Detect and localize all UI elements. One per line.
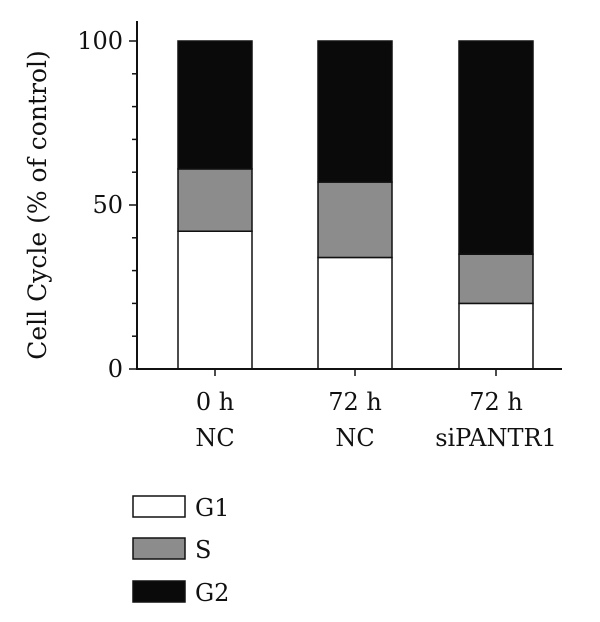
legend-swatch-g2	[132, 580, 186, 603]
bar-segment-g1-1	[177, 230, 253, 370]
x-tick-label: NC	[335, 424, 374, 452]
x-tick-label: 0 h	[196, 388, 234, 416]
legend-swatch-s	[132, 537, 186, 560]
plot-area: 0 50 100 0 h NC 72 h NC 72 h siPANTR1	[77, 21, 562, 452]
bar-segment-g1-2	[317, 256, 393, 370]
bar-segment-g2-1	[177, 40, 253, 170]
bar-segment-g2-3	[458, 40, 534, 255]
legend-label-s: S	[195, 536, 211, 564]
x-tick-label: NC	[195, 424, 234, 452]
y-tick-label: 100	[77, 27, 123, 55]
bar-segment-s-2	[317, 181, 393, 259]
x-tick-label: 72 h	[328, 388, 382, 416]
legend-label-g2: G2	[195, 579, 229, 607]
bar-segment-s-1	[177, 168, 253, 232]
bar-segment-g2-2	[317, 40, 393, 183]
legend-swatch-g1	[132, 495, 186, 518]
y-tick-label: 0	[108, 355, 123, 383]
legend: G1 S G2	[132, 494, 229, 607]
y-axis-label: Cell Cycle (% of control)	[23, 50, 52, 360]
bar-segment-s-3	[458, 253, 534, 305]
y-tick-label: 50	[92, 191, 123, 219]
x-tick-label: siPANTR1	[435, 424, 557, 452]
x-tick-label: 72 h	[469, 388, 523, 416]
legend-label-g1: G1	[195, 494, 229, 522]
bar-segment-g1-3	[458, 302, 534, 370]
